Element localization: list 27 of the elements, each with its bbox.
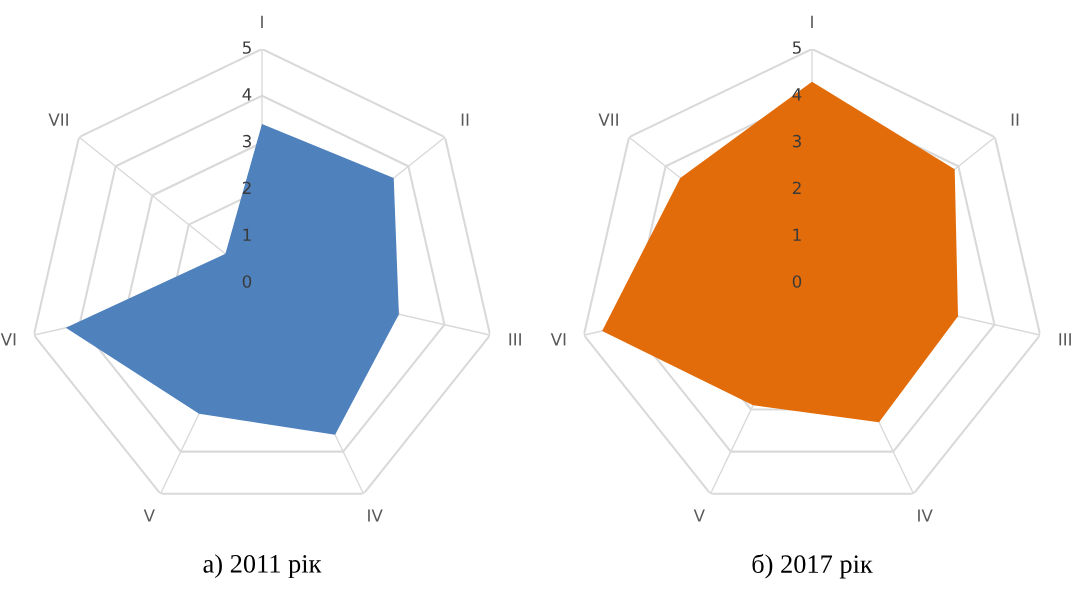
y-tick-label: 2: [792, 181, 801, 194]
spoke-label: VII: [598, 113, 618, 126]
y-tick-label: 1: [243, 228, 251, 241]
spoke-label: IV: [918, 509, 933, 522]
spoke-label: VI: [0, 333, 16, 346]
y-tick-label: 0: [242, 275, 252, 288]
spoke-label: II: [1011, 113, 1019, 126]
spoke-label: III: [1059, 333, 1071, 346]
text: а) 2011 рік: [203, 554, 322, 579]
spoke-label: I: [261, 15, 263, 28]
spoke-label: III: [509, 333, 521, 346]
y-tick-label: 3: [792, 134, 801, 148]
y-tick-label: 1: [793, 228, 801, 241]
spoke-label: I: [811, 15, 813, 28]
spoke-label: V: [143, 509, 155, 522]
text: б) 2017 рік: [752, 553, 873, 579]
y-tick-label: 0: [792, 275, 802, 288]
spoke-label: V: [693, 509, 705, 522]
y-tick-label: 3: [242, 134, 251, 148]
spoke-label: VI: [550, 333, 566, 346]
y-tick-label: 2: [242, 181, 251, 194]
spoke-label: II: [461, 113, 469, 126]
y-tick-label: 4: [242, 88, 252, 101]
y-tick-label: 5: [242, 41, 251, 54]
y-tick-label: 5: [792, 41, 801, 54]
spoke-label: VII: [48, 113, 68, 126]
spoke-label: IV: [368, 509, 383, 522]
